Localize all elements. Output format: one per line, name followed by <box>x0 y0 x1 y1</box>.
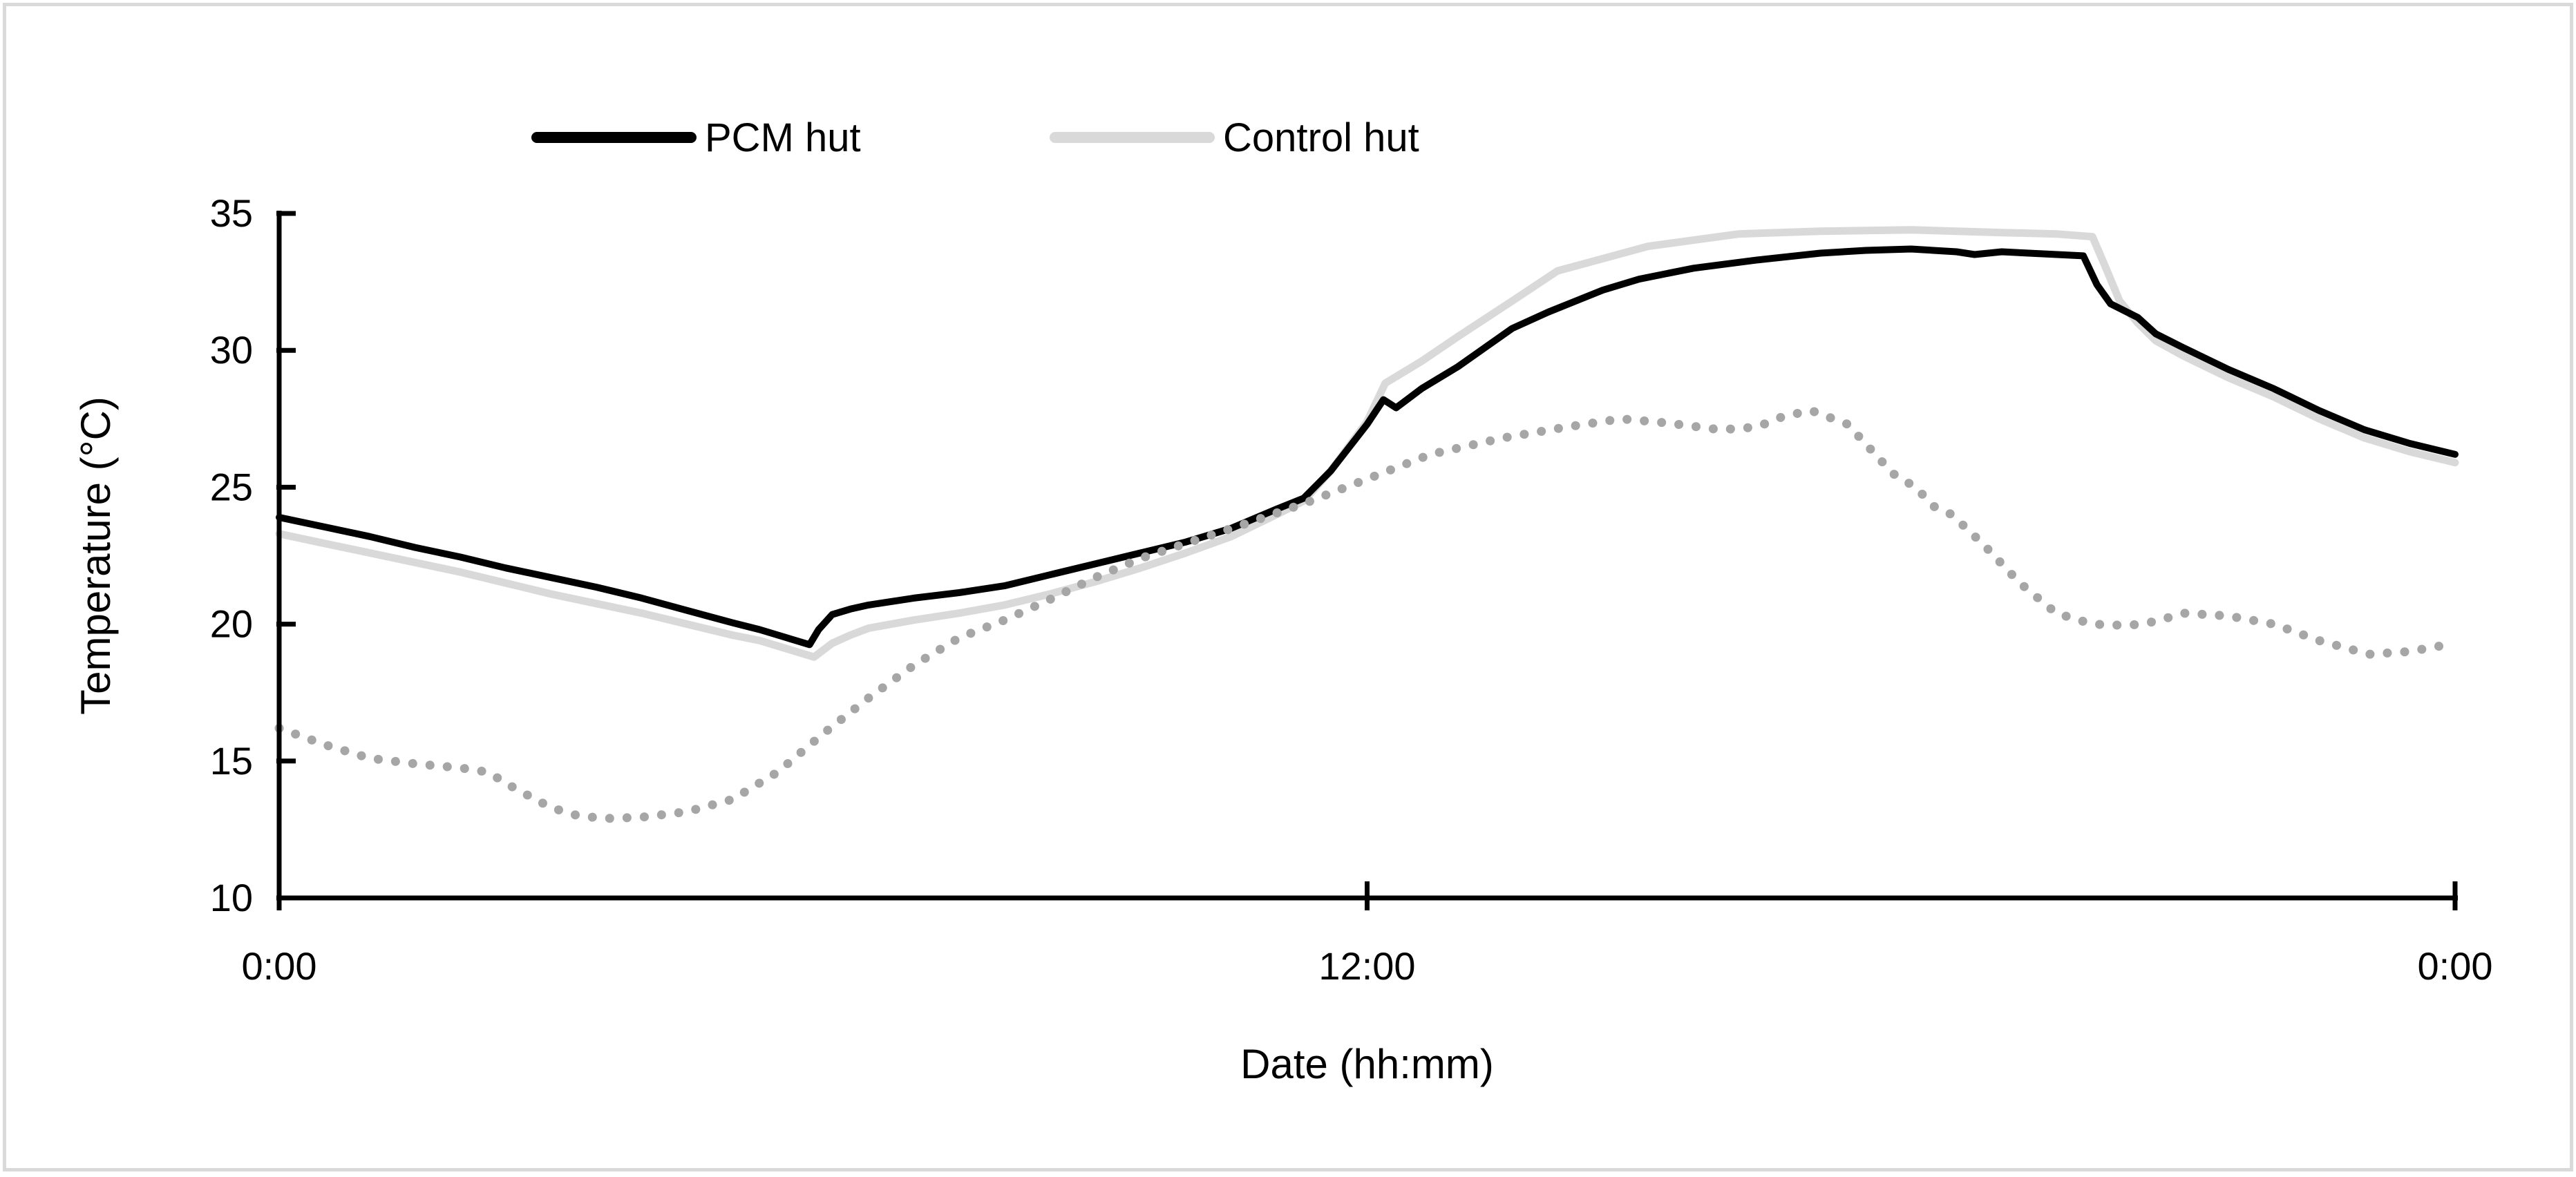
series-lines <box>274 226 2460 823</box>
tick-labels: 10 15 20 25 30 35 0:00 12:00 0:00 <box>210 191 2493 988</box>
legend: PCM hut Control hut <box>531 115 1419 160</box>
x-tick-label-0:00: 0:00 <box>2418 944 2493 988</box>
x-axis-title: Date (hh:mm) <box>1240 1041 1494 1087</box>
x-tick-label-0:00: 0:00 <box>242 944 317 988</box>
y-tick-label-30: 30 <box>210 328 253 372</box>
series-line-control-hut <box>275 226 2459 661</box>
tick-marks <box>276 211 2458 910</box>
y-axis-title: Temperature (°C) <box>73 396 119 715</box>
y-tick-label-25: 25 <box>210 465 253 508</box>
x-tick-label-12:00: 12:00 <box>1318 944 1415 988</box>
series-line-pcm-hut <box>276 245 2459 649</box>
y-tick-label-35: 35 <box>210 191 253 235</box>
y-tick-label-10: 10 <box>210 876 253 919</box>
y-tick-label-15: 15 <box>210 739 253 783</box>
series-line-dotted-gray <box>274 405 2460 823</box>
legend-label-pcm-hut: PCM hut <box>705 115 861 160</box>
y-tick-label-20: 20 <box>210 602 253 646</box>
chart-figure: 10 15 20 25 30 35 0:00 12:00 0:00 PCM hut Control… <box>3 3 2573 1171</box>
temperature-line-chart: 10 15 20 25 30 35 0:00 12:00 0:00 PCM hut Control… <box>73 115 2493 1087</box>
legend-label-control-hut: Control hut <box>1223 115 1419 160</box>
